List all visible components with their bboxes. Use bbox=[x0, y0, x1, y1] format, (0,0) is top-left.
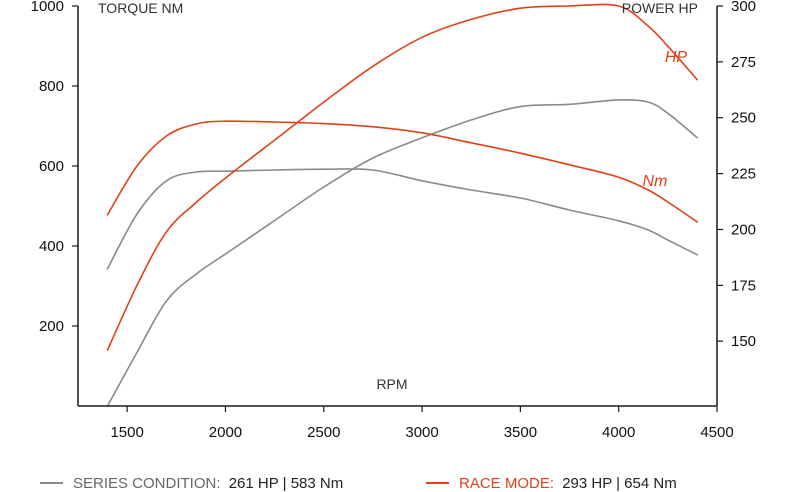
legend-label-race: RACE MODE: bbox=[459, 475, 554, 492]
x-tick-label-4000: 4000 bbox=[602, 424, 635, 441]
right-tick-label-225: 225 bbox=[731, 166, 756, 183]
legend-text-race: RACE MODE: 293 HP | 654 Nm bbox=[459, 475, 677, 492]
right-tick-label-275: 275 bbox=[731, 54, 756, 71]
left-tick-label-200: 200 bbox=[39, 318, 64, 335]
x-tick-label-2000: 2000 bbox=[209, 424, 242, 441]
left-tick-label-400: 400 bbox=[39, 238, 64, 255]
right-tick-label-200: 200 bbox=[731, 221, 756, 238]
left-tick-label-1000: 1000 bbox=[31, 0, 64, 15]
series-line-series-power bbox=[106, 98, 699, 407]
x-tick-label-4500: 4500 bbox=[700, 424, 733, 441]
right-tick-label-150: 150 bbox=[731, 333, 756, 350]
right-tick-label-175: 175 bbox=[731, 277, 756, 294]
nm-annotation: Nm bbox=[643, 173, 668, 190]
legend: SERIES CONDITION: 261 HP | 583 Nm RACE M… bbox=[40, 475, 677, 492]
tick-layer: 1500 2000 2500 3000 3500 4000 4500 200 400 600 800… bbox=[31, 0, 756, 441]
series-line-series-torque bbox=[106, 168, 699, 270]
x-tick-label-1500: 1500 bbox=[110, 424, 143, 441]
axes bbox=[77, 6, 718, 407]
right-tick-label-300: 300 bbox=[731, 0, 756, 15]
right-tick-label-250: 250 bbox=[731, 110, 756, 127]
legend-label-series: SERIES CONDITION: bbox=[73, 475, 221, 492]
legend-item-race: RACE MODE: 293 HP | 654 Nm bbox=[426, 475, 677, 492]
left-tick-label-800: 800 bbox=[39, 78, 64, 95]
series-layer bbox=[106, 3, 699, 407]
x-axis-title: RPM bbox=[376, 376, 407, 392]
x-tick-label-2500: 2500 bbox=[307, 424, 340, 441]
series-line-race-power bbox=[106, 3, 699, 351]
legend-value-race: 293 HP | 654 Nm bbox=[562, 475, 677, 492]
right-axis-title: POWER HP bbox=[622, 0, 698, 16]
legend-item-series: SERIES CONDITION: 261 HP | 583 Nm bbox=[40, 475, 343, 492]
left-axis-title: TORQUE NM bbox=[98, 0, 183, 16]
legend-value-series: 261 HP | 583 Nm bbox=[229, 475, 344, 492]
x-tick-label-3000: 3000 bbox=[405, 424, 438, 441]
series-line-race-torque bbox=[106, 120, 699, 223]
x-tick-label-3500: 3500 bbox=[504, 424, 537, 441]
hp-annotation: HP bbox=[665, 49, 688, 66]
legend-text-series: SERIES CONDITION: 261 HP | 583 Nm bbox=[73, 475, 343, 492]
left-tick-label-600: 600 bbox=[39, 158, 64, 175]
